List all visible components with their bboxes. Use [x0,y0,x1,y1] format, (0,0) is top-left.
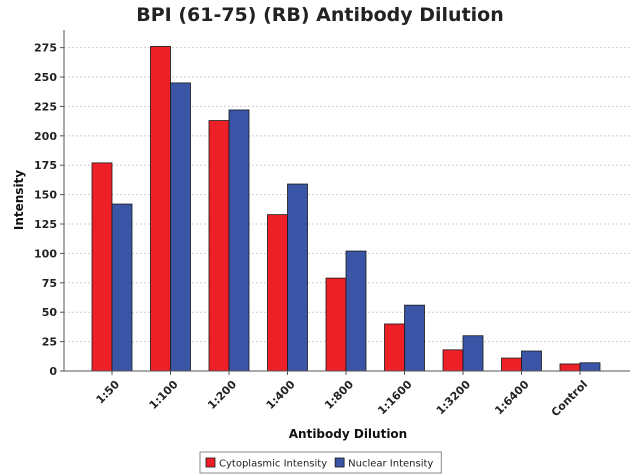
legend: Cytoplasmic Intensity Nuclear Intensity [199,451,442,474]
x-tick-label: Control [549,378,590,419]
x-tick-label: 1:100 [147,378,181,412]
y-axis-label: Intensity [12,170,26,230]
y-tick-label: 0 [49,365,57,378]
y-tick-label: 75 [42,277,57,290]
bar-nuclear-7 [521,350,542,372]
y-tick-label: 100 [34,247,57,260]
x-tick-label: 1:800 [322,378,356,412]
y-tick-label: 200 [34,130,57,143]
x-tick-label: 1:200 [205,378,239,412]
x-tick-label: 1:400 [264,378,298,412]
bar-cytoplasmic-2 [208,120,230,372]
y-tick-label: 150 [34,189,57,202]
legend-box [199,451,442,474]
y-tick-label: 250 [34,71,57,84]
y-tick-label: 175 [34,159,57,172]
bar-cytoplasmic-1 [150,46,171,372]
bars [91,46,601,372]
bar-nuclear-5 [404,304,425,372]
y-tick-label: 125 [34,218,57,231]
x-tick-label: 1:6400 [492,378,532,418]
x-tick-label: 1:3200 [434,378,474,418]
bar-cytoplasmic-7 [501,357,522,372]
legend-swatch-1 [334,457,345,468]
x-tick-label: 1:50 [94,378,123,407]
bar-cytoplasmic-8 [559,363,581,372]
bar-cytoplasmic-6 [442,349,464,372]
bar-nuclear-1 [170,82,191,372]
bar-nuclear-2 [228,109,250,372]
y-tick-label: 275 [34,42,57,55]
y-tick-labels: 0 25 50 75 100 125 150 175 200 225 250 275 [34,42,57,378]
y-tick-label: 50 [42,306,58,319]
bar-nuclear-0 [111,203,133,372]
bar-nuclear-3 [287,183,308,372]
y-tick-label: 225 [34,100,57,113]
axes [60,30,630,375]
legend-label-0: Cytoplasmic Intensity [219,459,327,470]
bar-nuclear-4 [345,250,367,372]
legend-swatch-0 [205,457,216,468]
x-tick-label: 1:1600 [375,378,415,418]
bar-cytoplasmic-3 [267,214,288,372]
y-tick-label: 25 [42,336,57,349]
x-axis-label: Antibody Dilution [289,427,407,441]
bar-cytoplasmic-4 [325,277,347,372]
bar-cytoplasmic-5 [384,323,405,372]
x-tick-labels: 1:50 1:100 1:200 1:400 1:800 1:1600 1:3200 1:64… [94,378,591,420]
chart-title: BPI (61-75) (RB) Antibody Dilution [136,4,504,26]
bar-nuclear-6 [462,335,484,372]
legend-label-1: Nuclear Intensity [348,459,433,470]
bar-nuclear-8 [579,362,601,372]
bar-cytoplasmic-0 [91,162,113,372]
